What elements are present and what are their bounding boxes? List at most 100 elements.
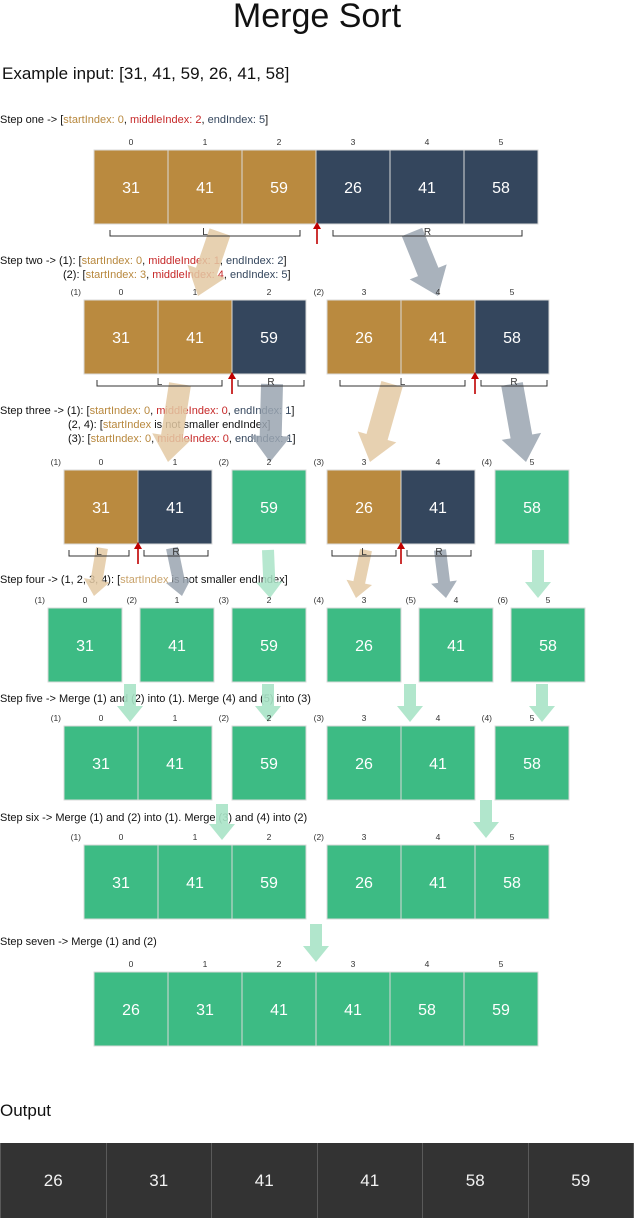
array-cell [231, 725, 307, 801]
cell-index: 5 [499, 959, 504, 969]
cell-index: 4 [436, 457, 441, 467]
array-cell [474, 844, 550, 920]
array-cell [400, 844, 476, 920]
cell-value: 26 [122, 1002, 140, 1019]
cell-value: 41 [344, 1002, 362, 1019]
group-tag: (5) [406, 595, 417, 605]
bracket [406, 550, 472, 557]
cell-index: 1 [203, 137, 208, 147]
cell-index: 4 [425, 137, 430, 147]
split-arrow [401, 227, 447, 296]
array-cell [167, 149, 243, 225]
cell-index: 1 [175, 595, 180, 605]
array-cell [241, 149, 317, 225]
cell-value: 26 [355, 875, 373, 892]
cell-index: 1 [193, 287, 198, 297]
cell-value: 41 [196, 180, 214, 197]
merge-arrow [303, 924, 329, 962]
cell-value: 59 [260, 500, 278, 517]
split-arrow [525, 550, 551, 598]
cell-index: 2 [277, 959, 282, 969]
array-cell [83, 299, 159, 375]
split-arrow [431, 549, 457, 598]
array-cell [494, 725, 570, 801]
bracket [339, 380, 466, 387]
group-tag: (4) [482, 713, 493, 723]
array-cell [326, 725, 402, 801]
cell-index: 2 [267, 595, 272, 605]
cell-value: 31 [196, 1002, 214, 1019]
pointer-head [397, 542, 405, 549]
page-title: Merge Sort [232, 0, 402, 35]
array-cell [463, 971, 539, 1047]
output-cell: 41 [317, 1143, 423, 1218]
cell-value: 41 [429, 500, 447, 517]
bracket-label: L [202, 227, 208, 238]
array-cell [139, 607, 215, 683]
bracket [237, 380, 305, 387]
cell-index: 3 [351, 137, 356, 147]
step-five-text: Step five -> Merge (1) and (2) into (1).… [0, 693, 311, 705]
cell-index: 4 [454, 595, 459, 605]
example-input: Example input: [31, 41, 59, 26, 41, 58] [2, 64, 290, 83]
cell-index: 1 [173, 457, 178, 467]
cell-index: 5 [510, 832, 515, 842]
cell-index: 2 [277, 137, 282, 147]
split-arrow [152, 382, 192, 462]
array-cell [157, 299, 233, 375]
array-cell [474, 299, 550, 375]
cell-index: 3 [362, 713, 367, 723]
step-one-text: Step one -> [startIndex: 0, middleIndex:… [0, 114, 269, 126]
group-tag: (2) [219, 457, 230, 467]
step-seven-text: Step seven -> Merge (1) and (2) [0, 936, 157, 948]
cell-value: 59 [270, 180, 288, 197]
array-cell [137, 469, 213, 545]
cell-index: 4 [425, 959, 430, 969]
array-cell [231, 469, 307, 545]
array-cell [400, 725, 476, 801]
output-label: Output [0, 1101, 52, 1120]
cell-index: 5 [499, 137, 504, 147]
array-cell [93, 149, 169, 225]
pointer-head [471, 372, 479, 379]
cell-value: 41 [429, 330, 447, 347]
cell-index: 5 [530, 713, 535, 723]
cell-value: 31 [112, 330, 130, 347]
array-cell [47, 607, 123, 683]
merge-arrow [209, 804, 235, 840]
array-cell [93, 971, 169, 1047]
array-cell [400, 469, 476, 545]
array-cell [326, 607, 402, 683]
group-tag: (2) [314, 287, 325, 297]
cell-value: 31 [122, 180, 140, 197]
group-tag: (3) [314, 457, 325, 467]
bracket [96, 380, 223, 387]
pointer-head [313, 222, 321, 229]
cell-index: 2 [267, 287, 272, 297]
bracket [331, 550, 397, 557]
array-cell [167, 971, 243, 1047]
cell-index: 0 [83, 595, 88, 605]
cell-index: 2 [267, 832, 272, 842]
cell-index: 1 [203, 959, 208, 969]
cell-index: 4 [436, 713, 441, 723]
split-arrow [346, 548, 372, 598]
bracket-label: L [96, 547, 102, 558]
bracket-label: L [361, 547, 367, 558]
step-six-text: Step six -> Merge (1) and (2) into (1). … [0, 812, 308, 824]
split-arrow [83, 547, 110, 596]
cell-value: 31 [92, 756, 110, 773]
cell-value: 41 [447, 638, 465, 655]
array-cell [400, 299, 476, 375]
cell-value: 58 [492, 180, 510, 197]
array-cell [326, 469, 402, 545]
cell-index: 0 [119, 832, 124, 842]
output-cell: 41 [212, 1143, 318, 1218]
bracket [332, 230, 523, 237]
split-arrow [250, 383, 291, 462]
cell-value: 58 [503, 875, 521, 892]
bracket [143, 550, 209, 557]
cell-index: 0 [129, 959, 134, 969]
array-cell [326, 299, 402, 375]
